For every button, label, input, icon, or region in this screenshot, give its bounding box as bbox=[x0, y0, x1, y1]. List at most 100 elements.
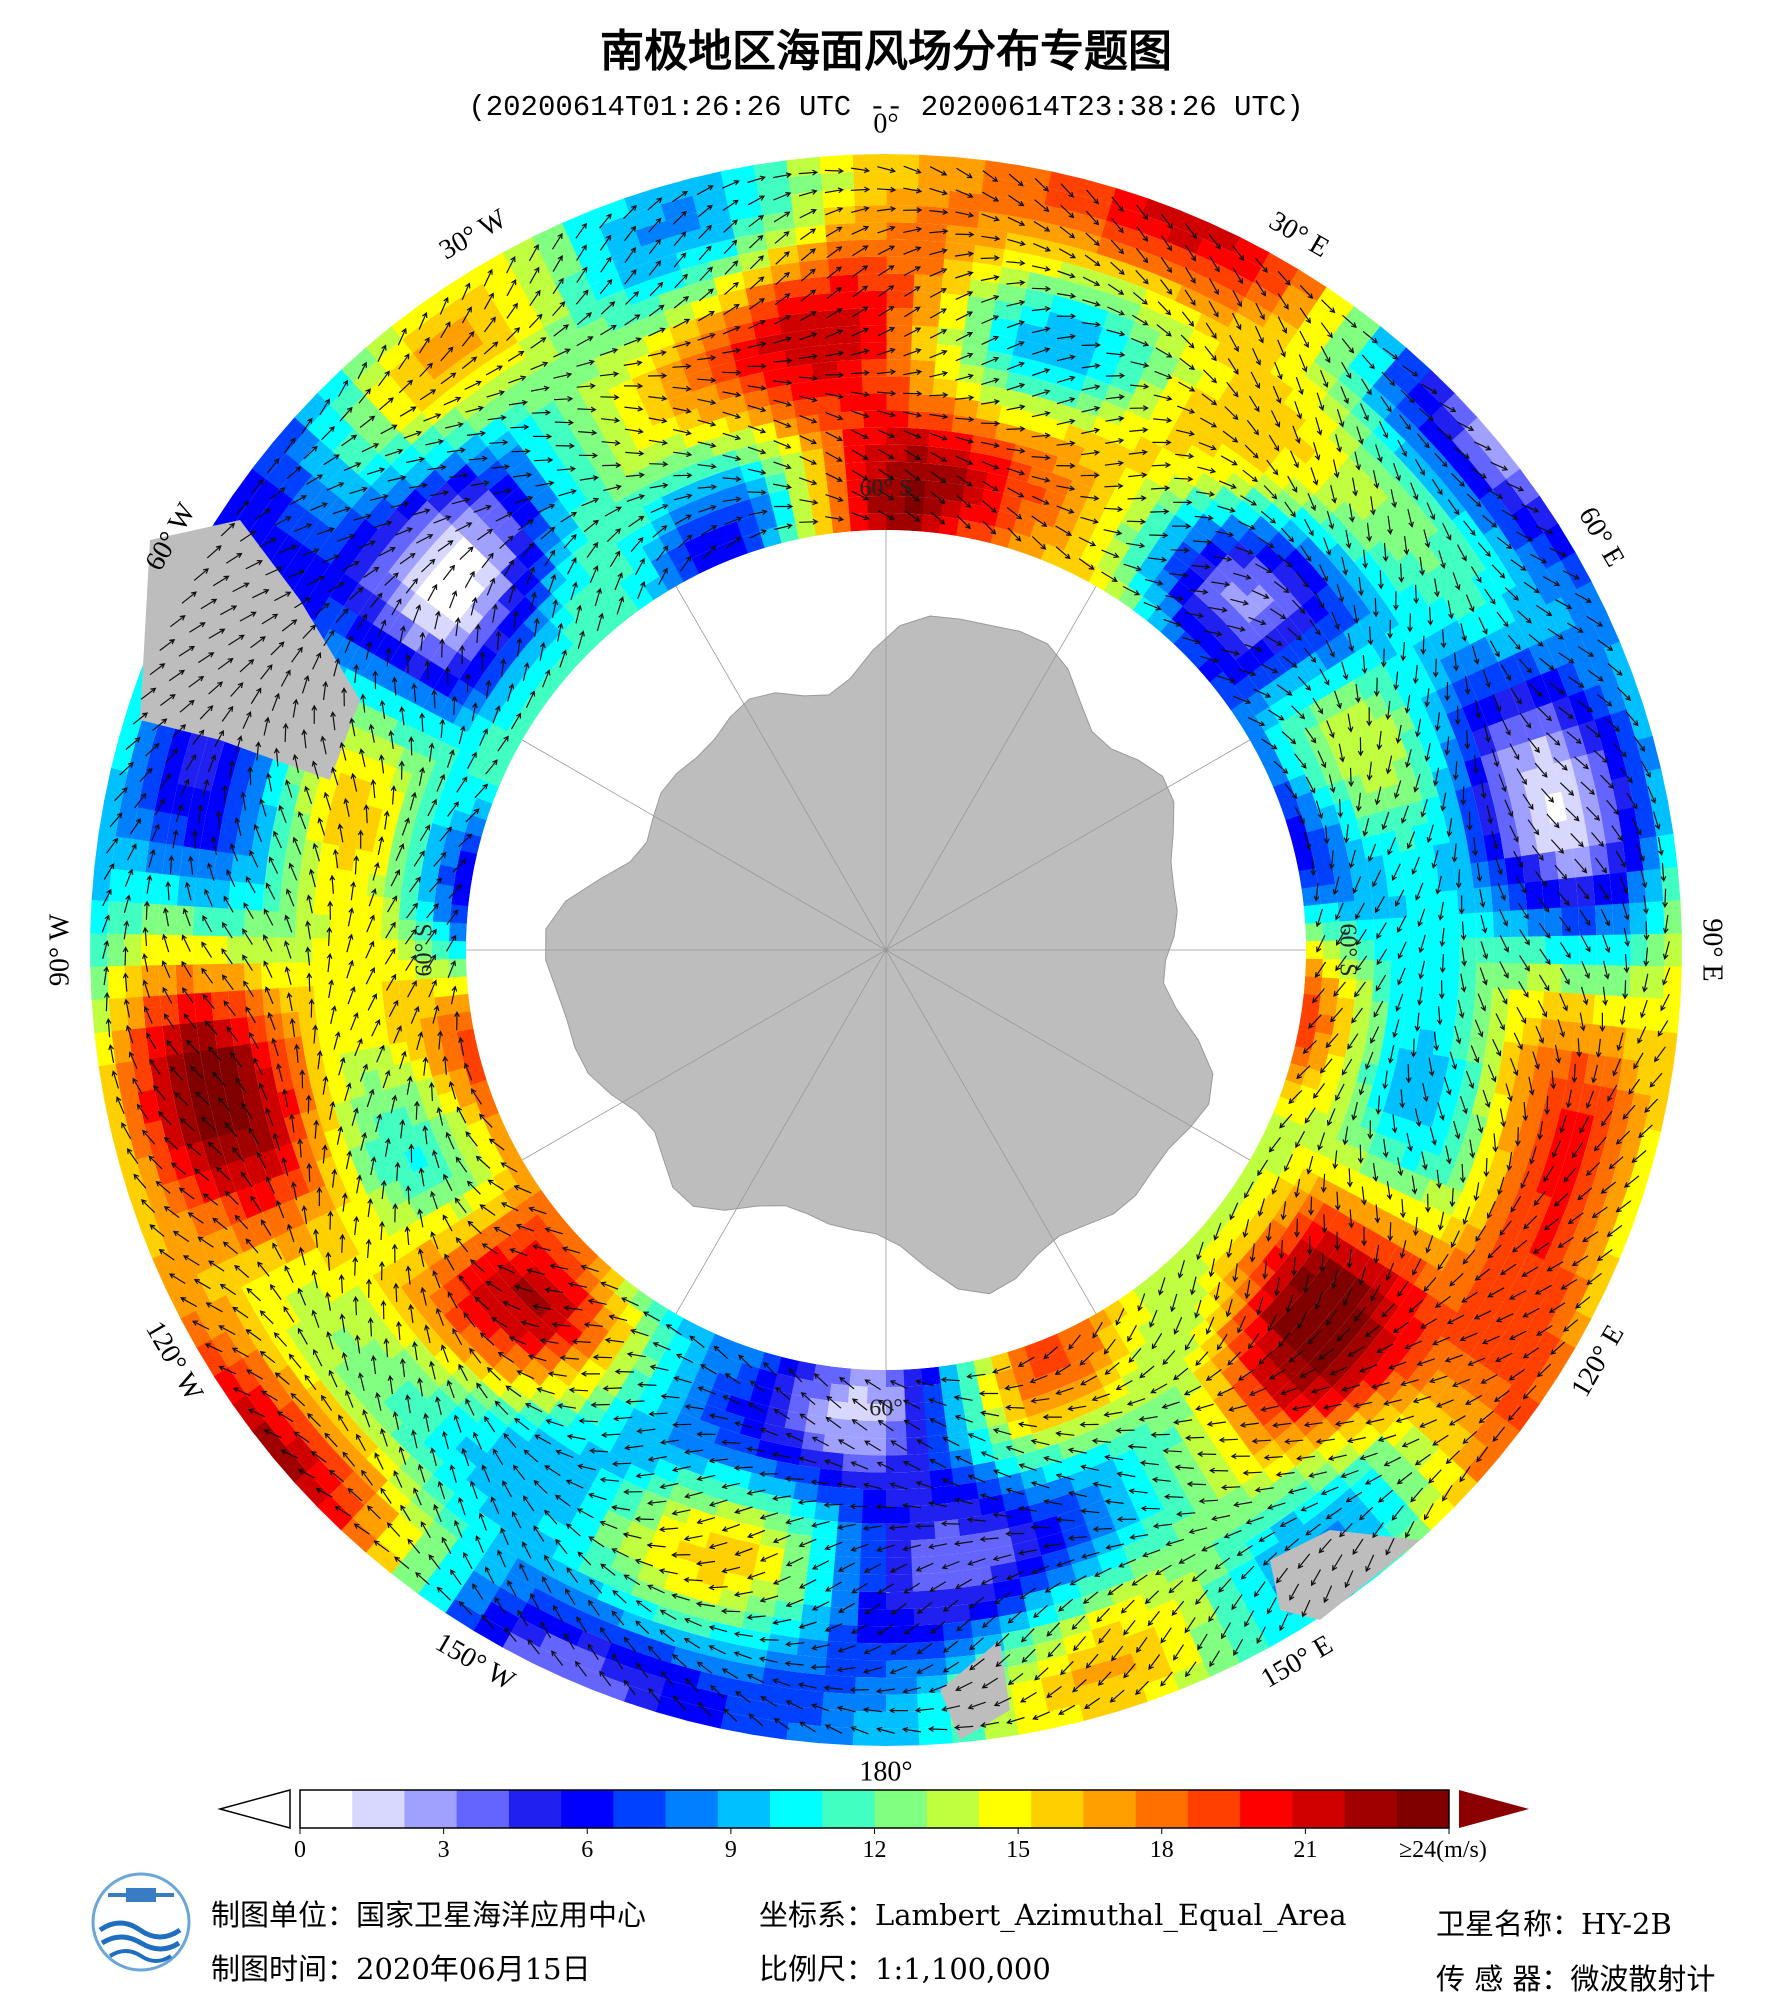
field-cell bbox=[1198, 1242, 1224, 1269]
field-cell bbox=[1265, 1112, 1289, 1137]
field-cell bbox=[513, 675, 539, 701]
field-cell bbox=[1296, 1126, 1321, 1152]
field-cell bbox=[794, 224, 828, 246]
field-cell bbox=[507, 1159, 532, 1185]
field-cell bbox=[1145, 1411, 1175, 1439]
field-cell bbox=[1059, 1380, 1085, 1405]
field-cell bbox=[343, 799, 367, 827]
field-cell bbox=[382, 1085, 406, 1112]
field-cell bbox=[363, 938, 381, 961]
field-cell bbox=[500, 1315, 529, 1344]
field-cell bbox=[1182, 1281, 1209, 1308]
field-cell bbox=[1072, 1318, 1097, 1342]
field-cell bbox=[536, 1279, 564, 1307]
field-cell bbox=[1343, 727, 1368, 755]
field-cell bbox=[453, 705, 479, 732]
field-cell bbox=[1353, 1200, 1380, 1229]
field-cell bbox=[1041, 1459, 1070, 1484]
field-cell bbox=[1315, 642, 1342, 671]
field-cell bbox=[1084, 1442, 1113, 1468]
field-cell bbox=[824, 1658, 857, 1677]
field-cell bbox=[1118, 1289, 1143, 1315]
field-cell bbox=[1301, 1248, 1330, 1277]
field-cell bbox=[773, 505, 796, 527]
field-cell bbox=[1405, 893, 1425, 918]
field-cell bbox=[1408, 938, 1426, 962]
field-cell bbox=[1407, 960, 1426, 985]
colorbar-swatch bbox=[1083, 1790, 1137, 1828]
field-cell bbox=[1303, 904, 1323, 924]
field-cell bbox=[1279, 797, 1302, 821]
field-cell bbox=[1080, 1333, 1105, 1357]
field-cell bbox=[510, 649, 537, 676]
field-cell bbox=[922, 497, 944, 517]
field-cell bbox=[568, 500, 598, 528]
field-cell bbox=[1146, 1331, 1174, 1357]
field-cell bbox=[907, 1470, 932, 1490]
field-cell bbox=[638, 441, 667, 467]
field-cell bbox=[843, 444, 866, 464]
field-cell bbox=[385, 1020, 407, 1045]
field-cell bbox=[459, 731, 484, 757]
field-cell bbox=[642, 497, 670, 523]
field-cell bbox=[456, 605, 484, 635]
field-cell bbox=[1378, 1044, 1400, 1070]
field-cell bbox=[428, 1113, 452, 1140]
field-cell bbox=[1235, 1250, 1263, 1278]
field-cell bbox=[749, 493, 774, 516]
field-cell bbox=[754, 1368, 778, 1390]
field-cell bbox=[975, 401, 1003, 423]
field-cell bbox=[905, 462, 928, 481]
field-cell bbox=[404, 1145, 429, 1173]
field-cell bbox=[739, 460, 765, 483]
field-cell bbox=[751, 1456, 778, 1478]
field-cell bbox=[659, 432, 688, 458]
field-cell bbox=[983, 1406, 1008, 1428]
field-cell bbox=[460, 832, 482, 855]
field-cell bbox=[372, 761, 397, 789]
field-cell bbox=[687, 495, 713, 520]
field-cell bbox=[1017, 498, 1042, 522]
field-cell bbox=[1311, 1031, 1333, 1055]
field-cell bbox=[784, 468, 808, 490]
field-cell bbox=[624, 1328, 651, 1354]
field-cell bbox=[816, 395, 842, 415]
field-cell bbox=[603, 1292, 630, 1318]
field-cell bbox=[1306, 1049, 1329, 1073]
field-cell bbox=[857, 1591, 886, 1610]
field-cell bbox=[1171, 1268, 1197, 1295]
field-cell bbox=[1227, 541, 1256, 570]
field-cell bbox=[1274, 1283, 1302, 1312]
field-cell bbox=[1096, 551, 1122, 577]
field-cell bbox=[998, 405, 1025, 428]
field-cell bbox=[625, 1407, 654, 1434]
colorbar: 0 3 6 9 12 15 18 21 ≥24(m/s) bbox=[217, 1789, 1529, 1863]
field-cell bbox=[472, 560, 501, 589]
field-cell bbox=[1476, 937, 1494, 964]
field-cell bbox=[1281, 756, 1305, 781]
field-cell bbox=[1098, 457, 1127, 483]
field-cell bbox=[1456, 986, 1476, 1013]
field-cell bbox=[886, 307, 914, 326]
field-cell bbox=[448, 1067, 471, 1091]
field-cell bbox=[804, 1570, 834, 1590]
field-cell bbox=[818, 1726, 854, 1746]
field-cell bbox=[366, 1002, 386, 1027]
field-cell bbox=[906, 1436, 929, 1456]
field-cell bbox=[1121, 546, 1148, 572]
field-cell bbox=[736, 1362, 760, 1385]
field-cell bbox=[1087, 527, 1114, 553]
field-cell bbox=[533, 526, 562, 555]
field-cell bbox=[1210, 1253, 1237, 1281]
field-cell bbox=[853, 1694, 886, 1712]
field-cell bbox=[398, 898, 418, 921]
field-cell bbox=[578, 514, 607, 542]
field-cell bbox=[1504, 1015, 1525, 1045]
field-cell bbox=[1216, 554, 1245, 582]
field-cell bbox=[1117, 1407, 1146, 1434]
field-cell bbox=[1315, 1013, 1336, 1036]
field-cell bbox=[1317, 1072, 1340, 1097]
field-cell bbox=[1235, 649, 1262, 676]
field-cell bbox=[537, 671, 563, 697]
field-cell bbox=[312, 913, 331, 939]
